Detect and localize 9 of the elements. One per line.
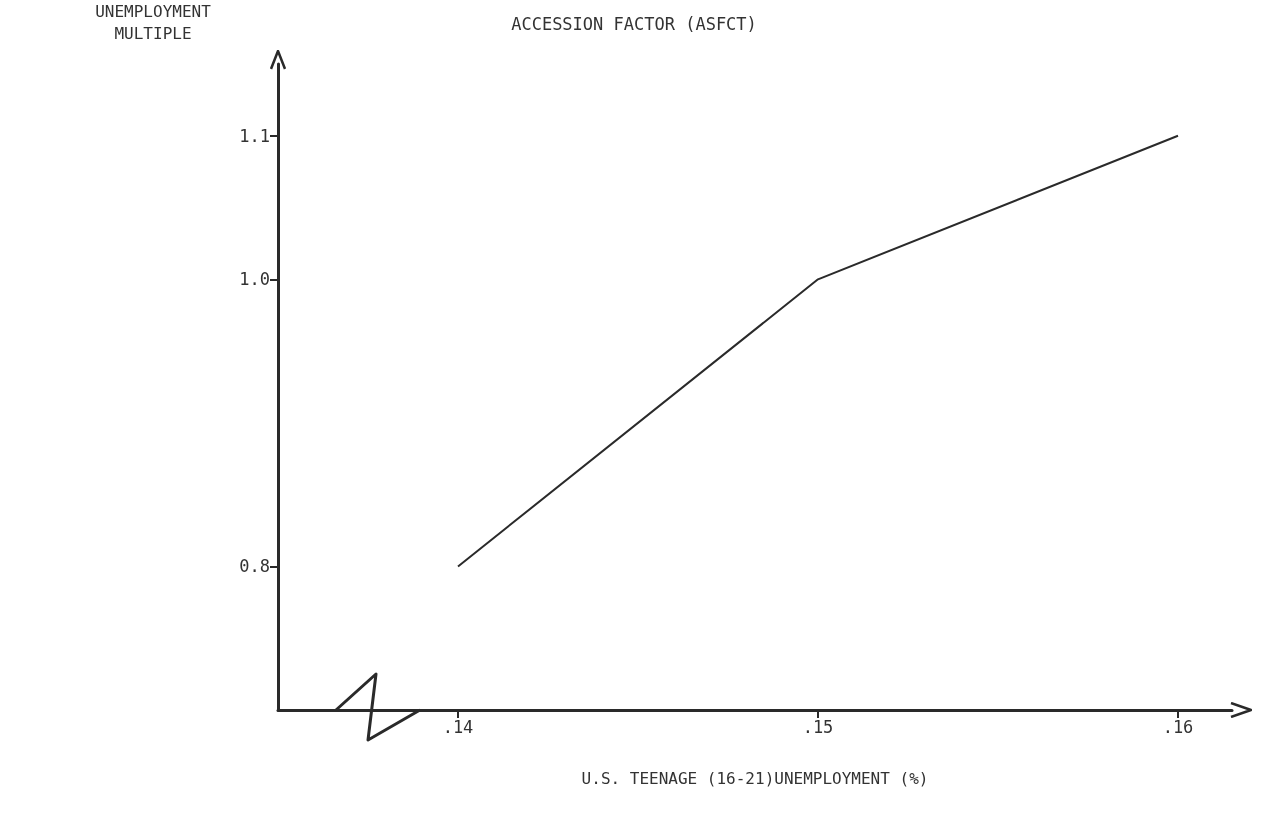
- x-axis-title: U.S. TEENAGE (16-21)UNEMPLOYMENT (%): [581, 768, 929, 788]
- x-tick-label: .15: [802, 716, 834, 737]
- x-tick-label: .14: [442, 716, 474, 737]
- y-axis-title: UNEMPLOYMENT MULTIPLE: [95, 1, 212, 43]
- y-tick-label: 0.8: [239, 556, 270, 577]
- x-tick-label: .16: [1162, 716, 1194, 737]
- chart-title: ACCESSION FACTOR (ASFCT): [511, 13, 757, 34]
- y-tick-label: 1.0: [239, 269, 270, 290]
- y-tick-label: 1.1: [239, 125, 270, 146]
